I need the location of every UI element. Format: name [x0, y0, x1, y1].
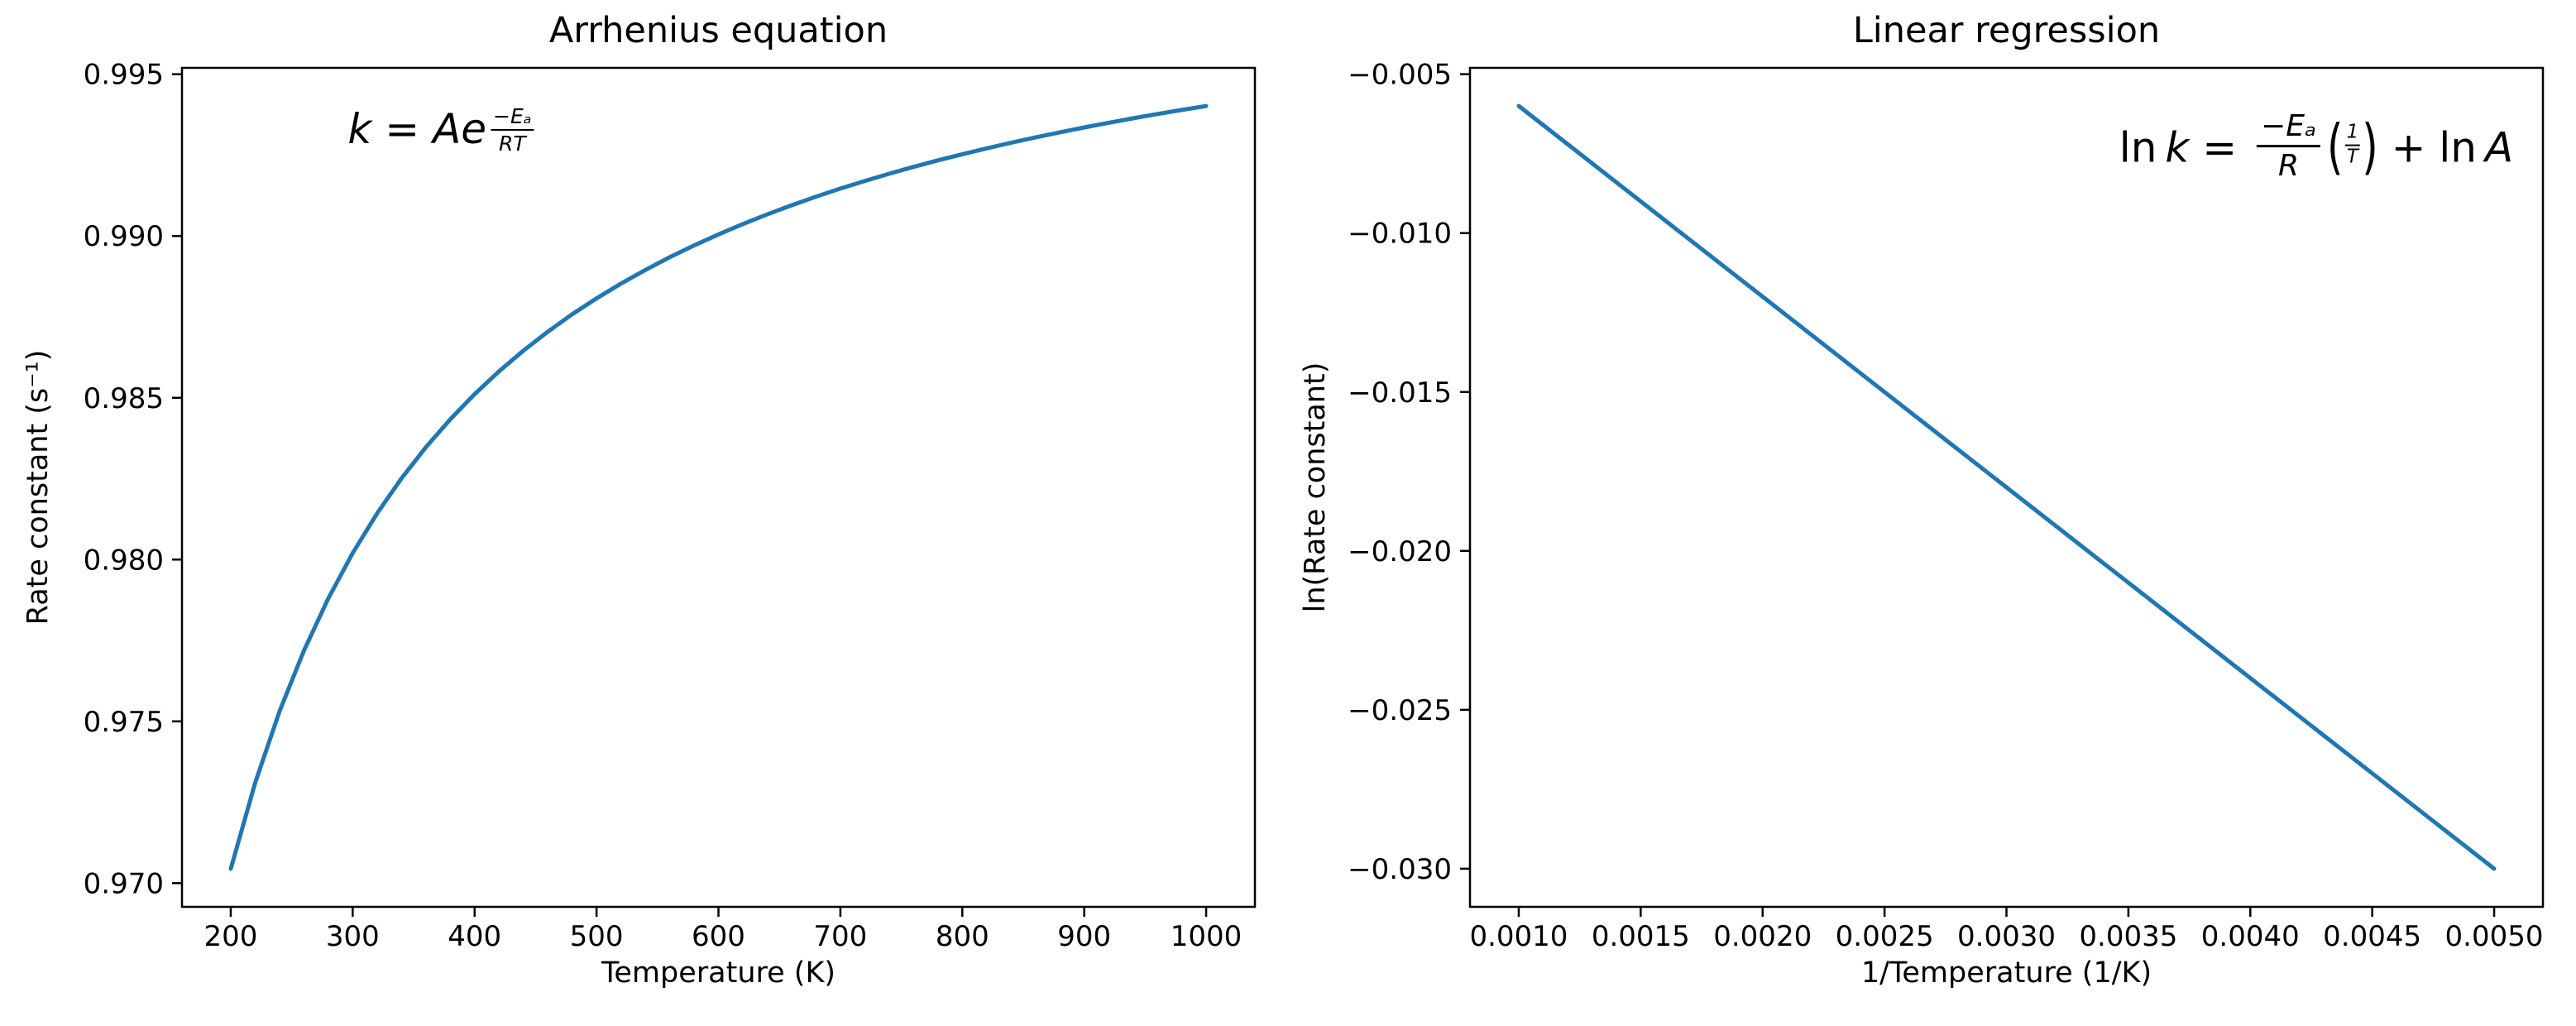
y-tick-label: −0.030	[1348, 853, 1452, 886]
linear-regression-plot-title: Linear regression	[1852, 10, 2161, 51]
equation-part: −Eₐ R	[2257, 108, 2321, 185]
equation-part: A	[2484, 123, 2514, 172]
y-tick-label: 0.995	[84, 59, 164, 92]
y-tick-label: 0.975	[84, 706, 164, 739]
x-tick-label: 800	[936, 920, 989, 953]
data-line	[1516, 103, 2497, 871]
x-tick-label: 0.0050	[2445, 920, 2544, 953]
x-tick-label: 1000	[1171, 920, 1243, 953]
equation-part: Ae	[433, 104, 487, 153]
x-tick-label: 0.0030	[1957, 920, 2056, 953]
x-tick-label: 700	[813, 920, 867, 953]
linear-regression-x-axis-label: 1/Temperature (1/K)	[1860, 956, 2152, 990]
x-tick-label: 0.0020	[1713, 920, 1812, 953]
x-tick-label: 0.0025	[1836, 920, 1934, 953]
subplot-arrhenius-equation: 200 300 400 500 600 700 800 900 1000 0.970 0.975 0.…	[22, 10, 1257, 990]
x-tick-label: 0.0045	[2323, 920, 2421, 953]
y-tick-label: −0.015	[1348, 376, 1452, 410]
linear-regression-equation-annotation: ln k = −Eₐ R(1 T) + ln A	[2119, 109, 2514, 189]
arrhenius-plot-title: Arrhenius equation	[548, 10, 888, 51]
equation-part: (	[2327, 111, 2344, 182]
x-tick-label: 500	[570, 920, 624, 953]
linear-regression-plot-area: 0.0010 0.0015 0.0020 0.0025 0.0030 0.0035 0.00…	[1348, 59, 2545, 953]
equation-part: −Eₐ RT	[491, 103, 534, 157]
arrhenius-equation-annotation: k = Ae −Eₐ RT	[347, 104, 534, 177]
y-tick-label: 0.990	[84, 220, 164, 253]
y-tick-label: −0.020	[1348, 535, 1452, 568]
equation-part: )	[2362, 111, 2378, 182]
x-tick-label: 200	[204, 920, 258, 953]
axes-spines	[180, 66, 1257, 909]
x-tick-label: 300	[326, 920, 380, 953]
x-tick-label: 0.0040	[2201, 920, 2300, 953]
equation-part: =	[2189, 123, 2251, 172]
equation-part: =	[371, 104, 433, 153]
x-tick-label: 400	[448, 920, 501, 953]
arrhenius-plot-area: 200 300 400 500 600 700 800 900 1000 0.970 0.975 0.…	[84, 59, 1257, 953]
y-tick-label: 0.985	[84, 382, 164, 415]
y-tick-label: −0.005	[1348, 59, 1452, 92]
x-tick-label: 0.0010	[1469, 920, 1568, 953]
x-tick-label: 0.0035	[2079, 920, 2177, 953]
arrhenius-x-axis-label: Temperature (K)	[601, 956, 836, 990]
subplot-linear-regression: 0.0010 0.0015 0.0020 0.0025 0.0030 0.0035 0.00…	[1288, 0, 2576, 1026]
data-line	[228, 103, 1209, 871]
arrhenius-y-axis-label: Rate constant (s⁻¹)	[22, 349, 55, 626]
x-tick-label: 900	[1057, 920, 1111, 953]
y-tick-label: 0.980	[84, 544, 164, 577]
equation-part: ln	[2119, 123, 2166, 172]
equation-part: + ln	[2377, 123, 2485, 172]
equation-part: k	[2165, 123, 2190, 172]
y-tick-label: −0.010	[1348, 218, 1452, 251]
y-tick-label: −0.025	[1348, 694, 1452, 727]
y-tick-label: 0.970	[84, 867, 164, 900]
x-tick-label: 600	[692, 920, 745, 953]
equation-part: k	[347, 104, 372, 153]
linear-regression-y-axis-label: ln(Rate constant)	[1299, 362, 1332, 613]
x-tick-label: 0.0015	[1592, 920, 1690, 953]
